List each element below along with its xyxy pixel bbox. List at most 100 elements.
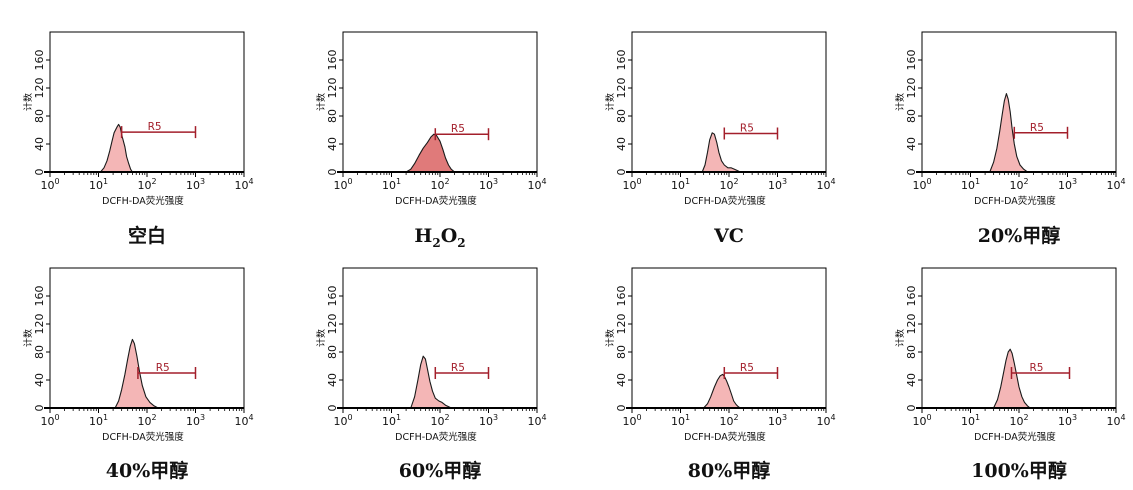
panel-caption: VC [713,225,744,247]
y-tick-label: 160 [905,286,918,307]
x-axis-label: DCFH-DA荧光强度 [102,431,184,443]
x-tick-label: 101 [382,413,401,428]
x-axis-label: DCFH-DA荧光强度 [684,195,766,207]
y-tick-label: 80 [33,109,46,123]
y-axis-label: 计数 [22,329,34,347]
x-tick-label: 101 [671,177,690,192]
y-tick-label: 80 [905,109,918,123]
y-tick-label: 160 [326,286,339,307]
x-tick-label: 102 [1009,177,1028,192]
y-tick-label: 0 [905,405,918,412]
y-tick-label: 40 [326,373,339,387]
gate-label: R5 [740,362,754,374]
x-axis-label: DCFH-DA荧光强度 [102,195,184,207]
gate-label: R5 [1030,362,1044,374]
histogram-panel-4: 0 40 80 120 160 计数 100 101 102 103 104 DCFH-DA荧光强度 R… [894,31,1126,247]
y-axis-label: 计数 [894,329,906,347]
y-tick-label: 80 [905,345,918,359]
histogram-area [989,93,1029,173]
y-tick-label: 80 [326,345,339,359]
histogram-panel-2: 0 40 80 120 160 计数 100 101 102 103 104 DCFH-DA荧光强度 R… [315,31,547,250]
histogram-panel-8: 0 40 80 120 160 计数 100 101 102 103 104 DCFH-DA荧光强度 R… [894,267,1126,482]
y-tick-label: 120 [905,314,918,335]
x-axis-label: DCFH-DA荧光强度 [974,431,1056,443]
x-tick-label: 104 [234,177,253,192]
panel-caption: 空白 [128,224,166,247]
y-tick-label: 120 [326,78,339,99]
x-tick-label: 103 [1058,177,1077,192]
x-tick-label: 104 [1106,413,1125,428]
histogram-area [405,133,456,173]
x-tick-label: 103 [768,177,787,192]
x-tick-label: 100 [333,413,352,428]
histogram-panel-7: 0 40 80 120 160 计数 100 101 102 103 104 DCFH-DA荧光强度 R… [604,267,836,482]
x-tick-label: 103 [479,177,498,192]
plot-frame [49,31,245,173]
plot-frame [631,31,827,173]
x-tick-label: 103 [768,413,787,428]
histogram-panel-1: 0 40 80 120 160 计数 100 101 102 103 104 DCFH-DA荧光强度 R… [22,31,254,247]
x-axis-label: DCFH-DA荧光强度 [395,195,477,207]
histogram-area [410,355,452,409]
y-tick-label: 0 [326,169,339,176]
y-tick-label: 80 [615,345,628,359]
x-tick-label: 104 [816,177,835,192]
x-tick-label: 102 [1009,413,1028,428]
x-tick-label: 101 [89,413,108,428]
histogram-area [114,338,159,409]
y-tick-label: 0 [33,169,46,176]
y-tick-label: 160 [326,50,339,71]
gate-label: R5 [156,362,170,374]
y-tick-label: 80 [326,109,339,123]
gate-label: R5 [148,121,162,133]
y-tick-label: 80 [615,109,628,123]
y-tick-label: 40 [615,137,628,151]
y-tick-label: 160 [33,286,46,307]
y-tick-label: 0 [615,405,628,412]
panel-caption: 100%甲醇 [971,459,1067,482]
y-tick-label: 0 [615,169,628,176]
x-tick-label: 103 [479,413,498,428]
y-tick-label: 160 [615,286,628,307]
y-tick-label: 120 [33,314,46,335]
x-tick-label: 104 [527,413,546,428]
y-tick-label: 120 [33,78,46,99]
x-tick-label: 102 [430,413,449,428]
plot-frame [342,267,538,409]
plot-frame [49,267,245,409]
x-tick-label: 103 [186,177,205,192]
x-tick-label: 104 [816,413,835,428]
y-tick-label: 0 [326,405,339,412]
x-tick-label: 102 [137,177,156,192]
y-tick-label: 0 [905,169,918,176]
y-tick-label: 120 [615,314,628,335]
histogram-area [703,373,741,409]
gate-label: R5 [451,362,465,374]
gate-label: R5 [740,123,754,135]
x-tick-label: 101 [671,413,690,428]
x-tick-label: 101 [961,413,980,428]
x-tick-label: 100 [40,413,59,428]
x-tick-label: 102 [137,413,156,428]
x-tick-label: 103 [186,413,205,428]
y-axis-label: 计数 [315,93,327,111]
panel-caption: 20%甲醇 [978,224,1061,247]
x-tick-label: 104 [234,413,253,428]
y-tick-label: 80 [33,345,46,359]
x-tick-label: 101 [961,177,980,192]
x-tick-label: 103 [1058,413,1077,428]
y-tick-label: 40 [905,373,918,387]
x-tick-label: 102 [430,177,449,192]
y-tick-label: 160 [33,50,46,71]
y-tick-label: 120 [326,314,339,335]
y-tick-label: 160 [615,50,628,71]
x-tick-label: 104 [527,177,546,192]
x-tick-label: 102 [719,413,738,428]
gate-label: R5 [451,123,465,135]
x-tick-label: 104 [1106,177,1125,192]
x-axis-label: DCFH-DA荧光强度 [974,195,1056,207]
histogram-area [99,123,133,173]
y-tick-label: 40 [33,373,46,387]
y-tick-label: 40 [905,137,918,151]
